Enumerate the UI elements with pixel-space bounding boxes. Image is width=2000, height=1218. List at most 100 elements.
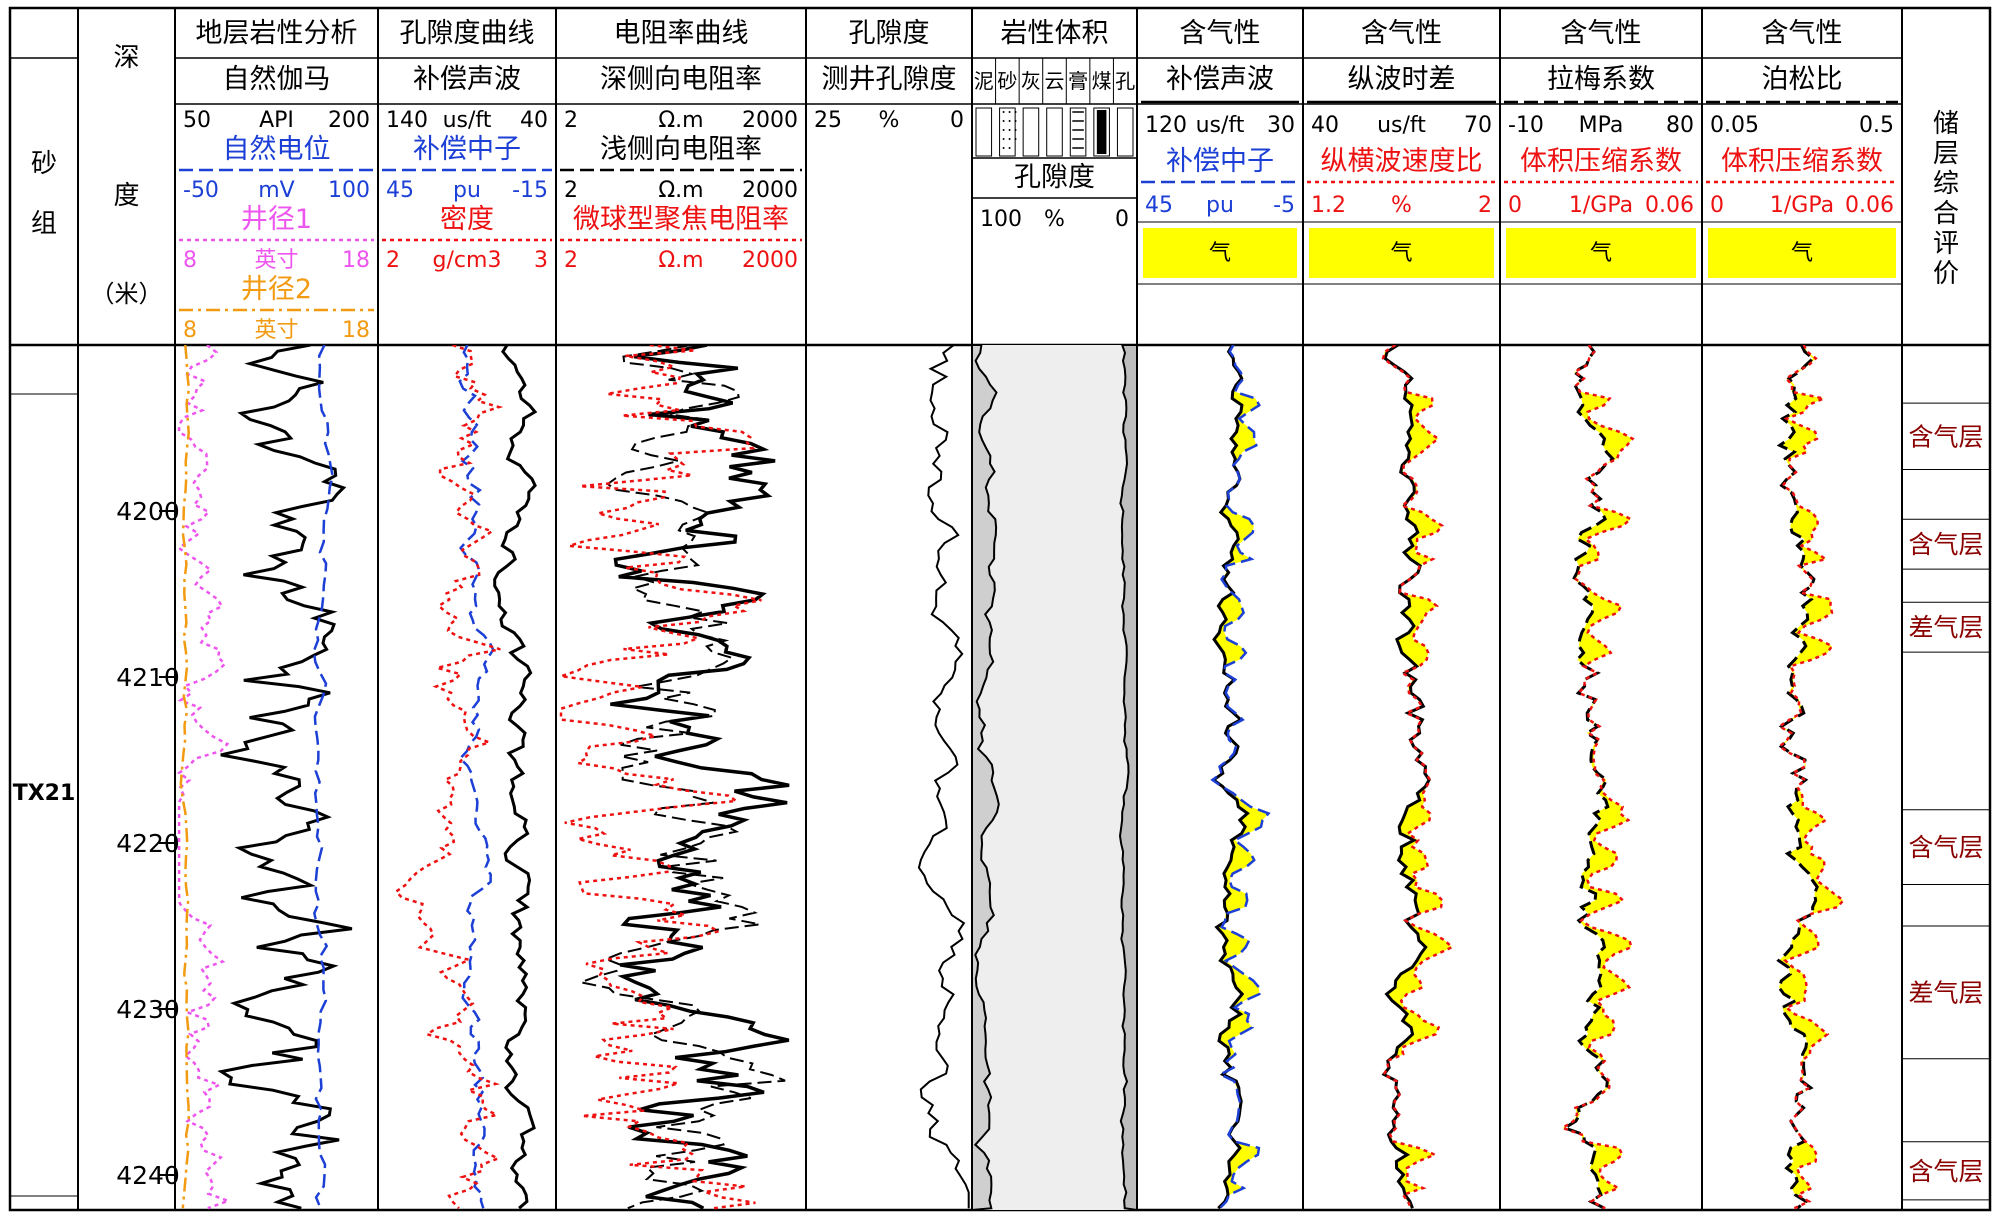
scale-min: 120 — [1145, 113, 1187, 138]
gas-fill-legend — [1506, 228, 1696, 278]
curve-name: 井径2 — [241, 274, 312, 305]
scale-max: 0 — [1115, 207, 1129, 232]
track-title: 含气性 — [1361, 18, 1442, 49]
curve-name: 测井孔隙度 — [822, 64, 957, 95]
scale-unit: Ω.m — [658, 108, 703, 133]
scale-min: 2 — [564, 248, 578, 273]
track-title: 地层岩性分析 — [196, 18, 358, 49]
sand-dot — [1014, 111, 1017, 113]
evaluation-header: 价 — [1933, 259, 1959, 289]
scale-min: 0 — [1710, 193, 1724, 218]
vp-vs-ratio-curve — [1381, 345, 1455, 1209]
sand-dot — [1008, 120, 1011, 122]
scale-unit: Ω.m — [658, 178, 703, 203]
sand-dot — [1002, 129, 1005, 131]
porosity-subtitle: 孔隙度 — [1014, 162, 1095, 193]
scale-max: 30 — [1267, 113, 1295, 138]
scale-max: 70 — [1464, 113, 1492, 138]
pore-volume-fill — [1118, 344, 1138, 1212]
shallow-resistivity-curve — [577, 345, 786, 1210]
curve-name: 体积压缩系数 — [1721, 146, 1883, 177]
scale-min: 2 — [564, 108, 578, 133]
curve-name: 纵波时差 — [1348, 64, 1456, 95]
evaluation-zone-label: 含气层 — [1908, 422, 1983, 451]
evaluation-header: 评 — [1933, 229, 1959, 259]
evaluation-header: 合 — [1933, 199, 1959, 229]
scale-min: 8 — [183, 248, 197, 273]
evaluation-zone-label: 含气层 — [1908, 833, 1983, 862]
scale-max: 2000 — [742, 248, 798, 273]
scale-unit: us/ft — [1196, 113, 1245, 138]
scale-max: 200 — [328, 108, 370, 133]
lithology-label: 灰 — [1021, 69, 1041, 93]
curve-name: 纵横波速度比 — [1321, 146, 1483, 177]
sand-dot — [1008, 147, 1011, 149]
sand-group-name: TX21 — [13, 781, 76, 806]
scale-unit: Ω.m — [658, 248, 703, 273]
scale-max: 2 — [1478, 193, 1492, 218]
lithology-legend-swatch — [1116, 107, 1134, 157]
evaluation-header: 综 — [1933, 169, 1959, 199]
sand-dot — [1014, 138, 1017, 140]
sand-group-label: 砂 — [31, 149, 57, 179]
sand-dot — [1002, 111, 1005, 113]
curve-name: 补偿声波 — [413, 64, 521, 95]
scale-unit: g/cm3 — [433, 248, 502, 273]
curve-name: 深侧向电阻率 — [600, 64, 762, 95]
scale-min: 25 — [814, 108, 842, 133]
curve-name: 补偿中子 — [413, 134, 521, 165]
scale-unit: API — [259, 108, 294, 133]
evaluation-zone-label: 差气层 — [1908, 613, 1983, 642]
track-title: 含气性 — [1561, 18, 1642, 49]
track-title: 电阻率曲线 — [614, 18, 749, 49]
scale-min: 2 — [386, 248, 400, 273]
compressibility-curve — [1559, 345, 1635, 1210]
sand-group-label: 组 — [31, 209, 57, 239]
scale-unit: us/ft — [443, 108, 492, 133]
scale-min: 40 — [1311, 113, 1339, 138]
scale-max: 2000 — [742, 178, 798, 203]
scale-max: 2000 — [742, 108, 798, 133]
track-title: 孔隙度 — [849, 18, 930, 49]
scale-unit: pu — [1206, 193, 1234, 218]
gas-fill-area — [1778, 345, 1844, 1209]
scale-max: 0.06 — [1645, 193, 1694, 218]
lithology-label: 云 — [1045, 69, 1065, 93]
curve-name: 自然电位 — [223, 134, 331, 165]
scale-max: 0.5 — [1859, 113, 1894, 138]
lithology-legend-swatch — [975, 107, 993, 157]
gas-fill-area — [1383, 345, 1452, 1209]
scale-max: 80 — [1666, 113, 1694, 138]
scale-unit: mV — [258, 178, 294, 203]
depth-header: 深 — [113, 43, 139, 73]
scale-unit: 1/GPa — [1770, 193, 1834, 218]
scale-unit: 英寸 — [254, 248, 298, 273]
sand-dot — [1002, 120, 1005, 122]
sand-dot — [1008, 129, 1011, 131]
curve-name: 井径1 — [241, 204, 312, 235]
sp-curve — [312, 345, 334, 1209]
scale-min: 0 — [1508, 193, 1522, 218]
evaluation-zone-label: 差气层 — [1908, 978, 1983, 1007]
scale-max: -5 — [1273, 193, 1295, 218]
gas-fill-legend — [1309, 228, 1494, 278]
scale-min: 8 — [183, 318, 197, 343]
sand-dot — [1002, 147, 1005, 149]
evaluation-zone-label: 含气层 — [1908, 1157, 1983, 1186]
curve-name: 浅侧向电阻率 — [600, 134, 762, 165]
gas-fill-label: 气 — [1791, 241, 1813, 266]
lithology-label: 煤 — [1092, 69, 1112, 93]
track-title: 含气性 — [1762, 18, 1843, 49]
scale-min: 1.2 — [1311, 193, 1346, 218]
scale-min: 45 — [1145, 193, 1173, 218]
deep-resistivity-curve — [610, 345, 790, 1210]
curve-name: 拉梅系数 — [1547, 64, 1655, 95]
curve-name: 自然伽马 — [223, 64, 331, 95]
poisson-ratio-curve — [1776, 345, 1819, 1210]
scale-max: 3 — [534, 248, 548, 273]
lithology-label: 砂 — [997, 69, 1017, 93]
scale-max: -15 — [512, 178, 548, 203]
scale-max: 100 — [328, 178, 370, 203]
